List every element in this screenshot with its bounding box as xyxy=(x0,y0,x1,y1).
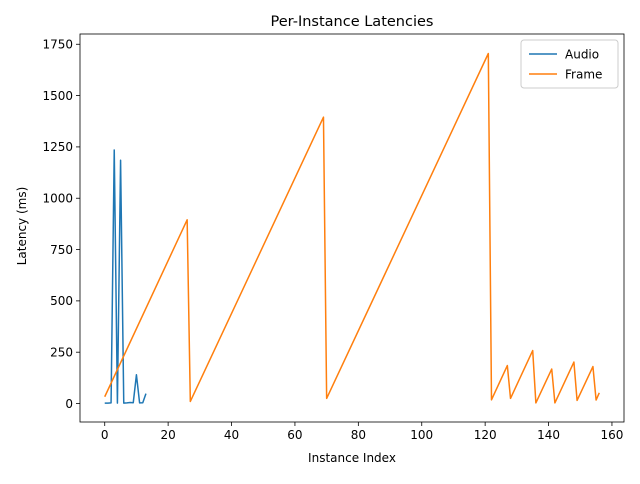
y-axis: 0 250 500 750 1000 1250 1500 1750 xyxy=(42,38,80,411)
x-tick-label: 140 xyxy=(537,428,560,442)
x-axis: 0 20 40 60 80 100 120 140 160 xyxy=(101,422,623,442)
x-tick-label: 160 xyxy=(601,428,624,442)
y-tick-label: 1750 xyxy=(42,38,73,52)
series-line-audio xyxy=(104,149,147,404)
y-axis-label: Latency (ms) xyxy=(15,187,29,266)
x-axis-label: Instance Index xyxy=(308,451,396,465)
y-tick-label: 0 xyxy=(65,397,73,411)
x-tick-label: 40 xyxy=(224,428,239,442)
x-tick-label: 100 xyxy=(410,428,433,442)
y-tick-label: 1500 xyxy=(42,89,73,103)
x-tick-label: 0 xyxy=(101,428,109,442)
y-tick-label: 500 xyxy=(50,294,73,308)
x-tick-label: 80 xyxy=(351,428,366,442)
x-tick-label: 20 xyxy=(160,428,175,442)
x-tick-label: 60 xyxy=(287,428,302,442)
legend-label: Audio xyxy=(565,47,599,61)
y-tick-label: 250 xyxy=(50,346,73,360)
y-tick-label: 1250 xyxy=(42,140,73,154)
legend-box xyxy=(520,39,619,89)
y-tick-label: 1000 xyxy=(42,192,73,206)
x-tick-label: 120 xyxy=(474,428,497,442)
chart-title: Per-Instance Latencies xyxy=(271,14,434,30)
series-layer xyxy=(104,52,600,404)
series-line-frame xyxy=(104,52,600,404)
legend-label: Frame xyxy=(565,67,602,81)
y-tick-label: 750 xyxy=(50,243,73,257)
plot-frame xyxy=(79,33,625,423)
legend: Audio Frame xyxy=(520,39,619,89)
